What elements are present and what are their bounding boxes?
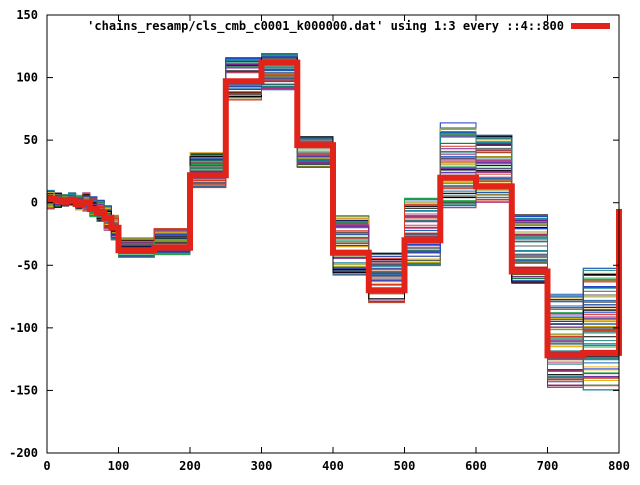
x-tick-label: 800 <box>608 459 630 473</box>
y-tick-label: 0 <box>31 196 38 210</box>
x-tick-label: 400 <box>322 459 344 473</box>
x-tick-label: 700 <box>537 459 559 473</box>
axis-ticks: 0 100 200 300 400 500 600 700 800-200-150-100-50… <box>9 8 630 473</box>
y-tick-label: -200 <box>9 446 38 460</box>
y-tick-label: 50 <box>24 133 38 147</box>
legend: 'chains_resamp/cls_cmb_c0001_k000000.dat… <box>87 19 610 34</box>
x-tick-label: 200 <box>179 459 201 473</box>
y-tick-label: -50 <box>16 258 38 272</box>
x-tick-label: 500 <box>394 459 416 473</box>
highlight-series <box>47 59 622 359</box>
x-tick-label: 0 <box>43 459 50 473</box>
y-tick-label: -150 <box>9 383 38 397</box>
y-tick-label: -100 <box>9 321 38 335</box>
legend-label: 'chains_resamp/cls_cmb_c0001_k000000.dat… <box>87 19 564 34</box>
x-tick-label: 300 <box>251 459 273 473</box>
x-tick-label: 600 <box>465 459 487 473</box>
highlight-line <box>47 59 622 359</box>
y-tick-label: 100 <box>16 71 38 85</box>
x-tick-label: 100 <box>108 459 130 473</box>
y-tick-label: 150 <box>16 8 38 22</box>
